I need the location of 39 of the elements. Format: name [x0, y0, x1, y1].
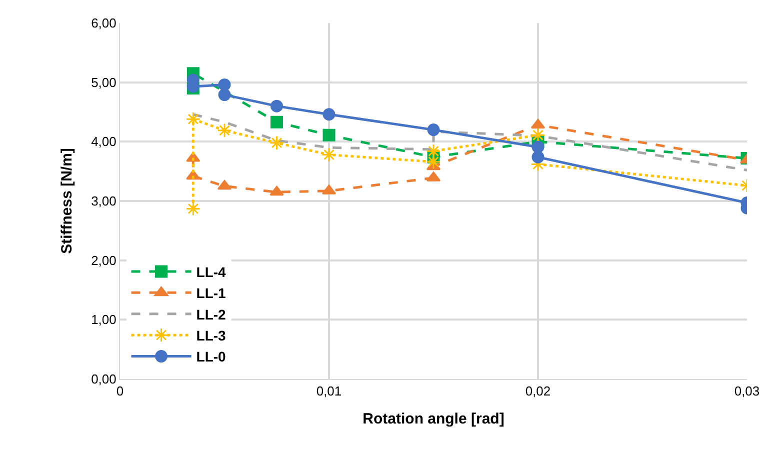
legend-label: LL-0	[196, 348, 226, 365]
point	[322, 108, 336, 121]
y-axis-title: Stiffness [N/m]	[58, 148, 76, 254]
point	[530, 118, 546, 129]
point	[426, 154, 441, 170]
line-series	[192, 113, 747, 172]
point	[270, 100, 283, 112]
y-tick-label: 1,00	[91, 312, 116, 328]
x-tick-label: 0,03	[734, 384, 760, 399]
x-tick-label: 0,01	[316, 384, 342, 399]
y-tick-label: 4,00	[91, 134, 116, 150]
point	[270, 116, 283, 128]
y-tick-label: 5,00	[91, 74, 116, 90]
point	[270, 186, 284, 196]
point	[530, 128, 546, 142]
point	[532, 140, 544, 154]
legend-label: LL-3	[196, 328, 226, 344]
point	[186, 201, 200, 216]
y-tick-label: 6,00	[91, 16, 116, 31]
point	[218, 88, 231, 102]
point	[269, 136, 284, 150]
y-tick-label: 2,00	[91, 252, 116, 268]
legend-label: LL-2	[196, 306, 226, 322]
point	[322, 147, 336, 162]
legend-label: LL-4	[196, 264, 226, 280]
legend-label: LL-1	[196, 285, 226, 302]
point	[322, 128, 336, 142]
point	[426, 144, 441, 159]
point	[217, 123, 232, 138]
y-tick-label: 3,00	[91, 194, 116, 209]
x-axis-title: Rotation angle [rad]	[362, 410, 504, 428]
y-tick-label: 0,00	[91, 372, 116, 387]
point	[186, 112, 200, 126]
point	[217, 180, 232, 190]
x-tick-label: 0,02	[525, 384, 551, 399]
point	[427, 124, 440, 136]
point	[218, 78, 231, 91]
x-tick-label: 0	[116, 384, 124, 399]
point	[532, 150, 544, 164]
